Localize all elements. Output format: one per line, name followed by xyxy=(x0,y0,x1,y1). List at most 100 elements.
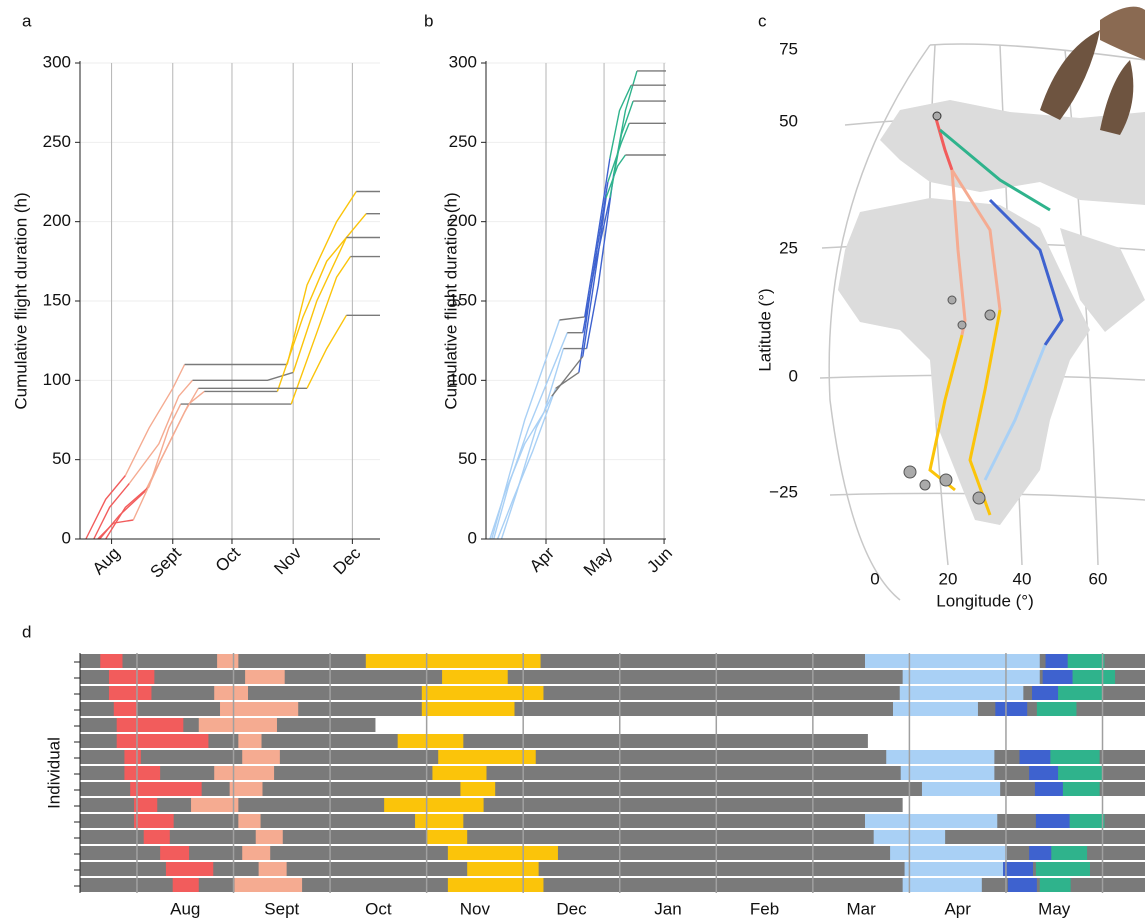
phase-segment xyxy=(245,670,285,684)
x-tick-label: Aug xyxy=(170,899,200,918)
x-tick-label: Apr xyxy=(526,543,558,575)
phase-segment xyxy=(448,878,544,892)
phase-segment xyxy=(100,654,122,668)
phase-segment xyxy=(144,830,170,844)
graticule xyxy=(930,44,1145,60)
x-tick-label: Nov xyxy=(460,899,491,918)
phase-segment xyxy=(1037,702,1077,716)
stopover xyxy=(985,310,995,320)
y-tick-label: 25 xyxy=(779,238,798,257)
x-tick-label: 20 xyxy=(939,569,958,588)
series-line xyxy=(307,315,346,388)
phase-segment xyxy=(922,782,1000,796)
series-line xyxy=(287,192,356,365)
y-tick-label: 250 xyxy=(43,132,71,151)
phase-segment xyxy=(1036,862,1090,876)
phase-segment xyxy=(1003,862,1033,876)
y-axis-label: Individual xyxy=(44,737,63,809)
x-tick-label: Nov xyxy=(270,543,305,578)
phase-segment xyxy=(422,686,544,700)
y-tick-label: 50 xyxy=(52,449,71,468)
x-tick-label: Sept xyxy=(264,899,299,918)
series-line xyxy=(552,357,583,397)
phase-segment xyxy=(1046,654,1068,668)
phase-segment xyxy=(865,814,997,828)
series-line xyxy=(86,476,126,540)
phase-segment xyxy=(124,766,160,780)
stopover xyxy=(958,321,966,329)
phase-segment xyxy=(438,750,536,764)
x-tick-label: Dec xyxy=(556,899,587,918)
panel-label: d xyxy=(22,622,31,641)
phase-segment xyxy=(1058,766,1102,780)
stopover xyxy=(904,466,916,478)
phase-segment xyxy=(238,734,261,748)
y-tick-label: −25 xyxy=(769,482,798,501)
bird-illustration xyxy=(1100,7,1145,60)
x-tick-label: Oct xyxy=(212,543,244,575)
phase-segment xyxy=(242,750,280,764)
map-background xyxy=(820,7,1145,600)
y-tick-label: 300 xyxy=(43,52,71,71)
phase-segment xyxy=(901,766,995,780)
x-tick-label: Mar xyxy=(846,899,876,918)
y-axis-label: Latitude (°) xyxy=(755,288,774,371)
phase-segment xyxy=(442,670,508,684)
phase-segment xyxy=(903,878,982,892)
phase-segment xyxy=(1032,686,1058,700)
x-tick-label: May xyxy=(1038,899,1071,918)
y-tick-label: 150 xyxy=(43,290,71,309)
phase-segment xyxy=(905,862,1003,876)
series-line xyxy=(610,85,631,158)
phase-segment xyxy=(217,654,238,668)
phase-segment xyxy=(166,862,213,876)
x-tick-label: Jan xyxy=(654,899,681,918)
x-tick-label: Sept xyxy=(147,543,185,581)
series-line xyxy=(291,257,350,405)
phase-segment xyxy=(1051,846,1087,860)
series-line xyxy=(193,372,294,380)
x-tick-label: Feb xyxy=(750,899,779,918)
panel-label: b xyxy=(424,11,433,30)
y-tick-label: 50 xyxy=(779,111,798,130)
panel-label: c xyxy=(758,11,767,30)
phase-segment xyxy=(900,686,1024,700)
phase-segment xyxy=(242,846,270,860)
land-africa xyxy=(838,198,1090,525)
figure: a050100150200250300AugSeptOctNovDecCumul… xyxy=(0,0,1145,919)
phase-segment xyxy=(220,702,298,716)
y-axis-label: Cumulative flight duration (h) xyxy=(441,192,460,409)
y-tick-label: 0 xyxy=(468,528,477,547)
phase-segment xyxy=(415,814,463,828)
phase-segment xyxy=(124,750,140,764)
x-axis-label: Longitude (°) xyxy=(936,591,1034,610)
phase-segment xyxy=(903,670,1040,684)
phase-segment xyxy=(1070,814,1105,828)
phase-segment xyxy=(109,686,151,700)
x-tick-label: Oct xyxy=(365,899,392,918)
series-line xyxy=(498,388,556,539)
phase-segment xyxy=(238,814,260,828)
phase-segment xyxy=(886,750,994,764)
phase-segment xyxy=(995,702,1027,716)
phase-segment xyxy=(1029,846,1051,860)
y-axis-label: Cumulative flight duration (h) xyxy=(11,192,30,409)
y-tick-label: 200 xyxy=(43,211,71,230)
series-line xyxy=(133,388,198,520)
row-bar xyxy=(80,830,1145,844)
phase-segment xyxy=(1019,750,1050,764)
phase-segment xyxy=(234,878,302,892)
phase-segment xyxy=(1063,782,1100,796)
x-tick-label: Aug xyxy=(89,544,124,579)
phase-segment xyxy=(117,718,184,732)
series-line xyxy=(492,320,560,539)
y-tick-label: 75 xyxy=(779,39,798,58)
phase-segment xyxy=(214,766,274,780)
x-tick-label: 40 xyxy=(1013,569,1032,588)
phase-segment xyxy=(114,702,137,716)
phase-segment xyxy=(460,782,495,796)
x-tick-label: 0 xyxy=(870,569,879,588)
series-line xyxy=(490,349,564,539)
stopover xyxy=(973,492,985,504)
stopover xyxy=(933,112,941,120)
